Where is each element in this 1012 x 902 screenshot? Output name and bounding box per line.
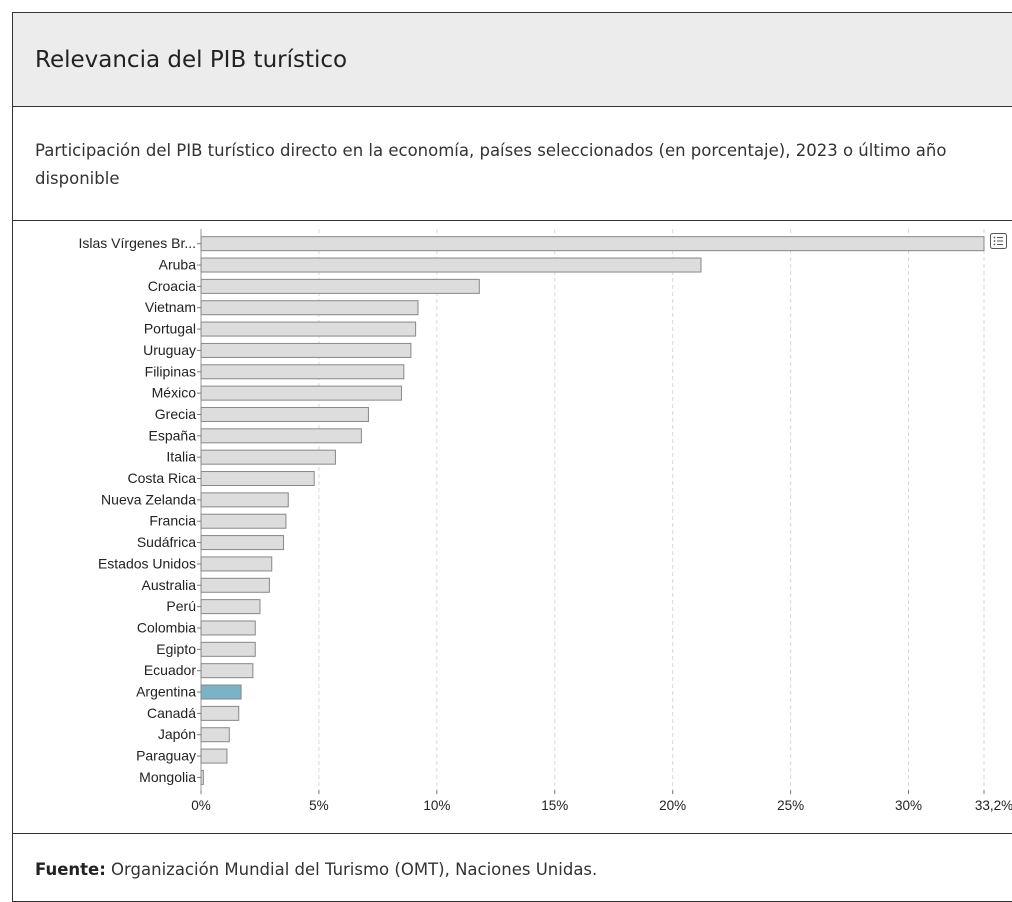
x-tick-label: 30% (895, 798, 922, 813)
category-label: Aruba (159, 257, 197, 273)
bar-australia (200, 577, 270, 593)
chart-subtitle: Participación del PIB turístico directo … (13, 107, 1012, 221)
category-label: Nueva Zelanda (101, 491, 196, 507)
bar-islas-v-rgenes-br- (200, 236, 985, 252)
category-label: Vietnam (145, 299, 196, 315)
bar-jap-n (200, 727, 230, 743)
category-label: Australia (142, 577, 197, 593)
card-header: Relevancia del PIB turístico (13, 13, 1012, 107)
category-label: Ecuador (144, 662, 196, 678)
bar-canad- (200, 705, 240, 721)
category-label: Colombia (137, 619, 196, 635)
bar-colombia (200, 620, 256, 636)
bar-argentina (200, 684, 242, 700)
bar-per- (200, 599, 261, 615)
category-label: Egipto (156, 641, 196, 657)
category-label: Filipinas (145, 363, 196, 379)
category-label: Japón (158, 726, 196, 742)
bar-aruba (200, 257, 702, 273)
category-label: Italia (166, 449, 196, 465)
bar-uruguay (200, 342, 412, 358)
category-label: Francia (149, 513, 196, 529)
chart-area: Islas Vírgenes Br... Aruba Croacia Vietnam P… (13, 221, 1012, 834)
category-label: Portugal (144, 321, 196, 337)
x-tick-label: 20% (659, 798, 686, 813)
category-label: Perú (166, 598, 196, 614)
category-label: Costa Rica (128, 470, 197, 486)
bar-paraguay (200, 748, 228, 764)
subtitle-text: Participación del PIB turístico directo … (35, 141, 947, 188)
category-label: Estados Unidos (98, 555, 196, 571)
bar-ecuador (200, 663, 254, 679)
x-tick-label: 0% (191, 798, 211, 813)
chart-card: Relevancia del PIB turístico Participaci… (12, 12, 1012, 902)
list-menu-icon[interactable] (990, 233, 1007, 249)
category-label: Paraguay (136, 748, 196, 764)
bar-italia (200, 449, 336, 465)
source-text: Organización Mundial del Turismo (OMT), … (105, 860, 598, 879)
bar-mongolia (200, 769, 204, 785)
bar-chart: Islas Vírgenes Br... Aruba Croacia Vietnam P… (79, 229, 1012, 813)
bar-vietnam (200, 300, 419, 316)
x-tick-label: 33,2% (975, 798, 1012, 813)
category-label: Grecia (155, 406, 196, 422)
category-label: Argentina (136, 684, 196, 700)
source-footer: Fuente: Organización Mundial del Turismo… (13, 834, 1012, 879)
bar-egipto (200, 641, 256, 657)
bar-sud-frica (200, 535, 285, 551)
category-label: Canadá (147, 705, 196, 721)
page-title: Relevancia del PIB turístico (35, 46, 348, 73)
x-tick-label: 25% (777, 798, 804, 813)
source-label: Fuente: (35, 860, 106, 879)
category-label: Islas Vírgenes Br... (79, 235, 197, 251)
bar-portugal (200, 321, 417, 337)
x-tick-label: 10% (423, 798, 450, 813)
bar-m-xico (200, 385, 402, 401)
bar-filipinas (200, 364, 405, 380)
category-label: México (152, 385, 197, 401)
x-tick-label: 5% (309, 798, 329, 813)
bar-grecia (200, 406, 369, 422)
x-tick-label: 15% (541, 798, 568, 813)
bar-costa-rica (200, 471, 315, 487)
category-label: Sudáfrica (137, 534, 196, 550)
category-label: Mongolia (139, 769, 196, 785)
category-label: Croacia (148, 278, 196, 294)
category-label: Uruguay (143, 342, 196, 358)
bar-croacia (200, 278, 480, 294)
bar-estados-unidos (200, 556, 273, 572)
bar-nueva-zelanda (200, 492, 289, 508)
category-label: España (149, 427, 197, 443)
bar-espa-a (200, 428, 362, 444)
bar-francia (200, 513, 287, 529)
